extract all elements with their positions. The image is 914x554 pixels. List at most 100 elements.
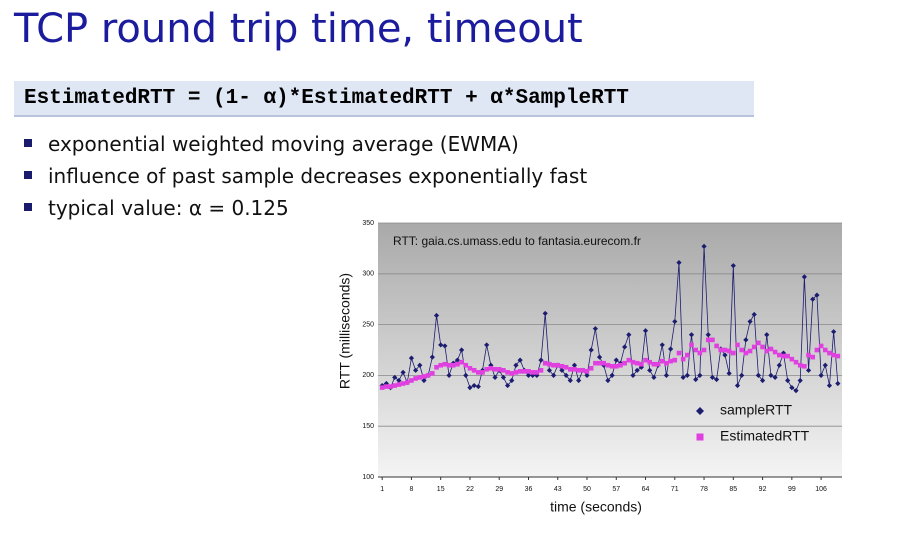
sample-point <box>400 369 406 375</box>
sample-point <box>546 367 552 373</box>
estimate-point <box>722 347 728 353</box>
estimate-point <box>425 373 431 378</box>
estimate-point <box>563 364 569 370</box>
sample-point <box>831 329 837 335</box>
sample-point <box>467 384 473 391</box>
sample-point <box>697 372 703 378</box>
estimate-point <box>584 369 590 374</box>
legend-label: EstimatedRTT <box>720 428 810 444</box>
estimate-point <box>484 367 489 372</box>
x-tick-label: 29 <box>495 486 503 493</box>
estimate-point <box>643 357 648 363</box>
sample-point <box>659 342 665 348</box>
estimate-point <box>580 368 586 373</box>
estimate-point <box>609 363 615 369</box>
sample-point <box>484 342 490 348</box>
estimate-point <box>689 342 694 348</box>
estimate-point <box>421 374 427 379</box>
sample-point <box>768 372 774 378</box>
sample-point <box>471 382 477 389</box>
sample-point <box>759 377 766 384</box>
estimate-point <box>651 361 657 367</box>
sample-point <box>454 357 461 363</box>
sample-point <box>734 382 741 389</box>
estimate-point <box>647 359 653 365</box>
estimate-point <box>567 367 573 372</box>
y-tick-label: 300 <box>362 271 374 278</box>
sample-point <box>596 354 603 360</box>
sample-point <box>492 374 498 381</box>
sample-point <box>538 357 544 363</box>
sample-point <box>709 374 716 381</box>
sample-point <box>776 362 782 368</box>
x-tick-label: 36 <box>525 486 533 493</box>
sample-point <box>525 372 532 378</box>
x-tick-label: 8 <box>409 486 413 493</box>
sample-point <box>513 362 519 368</box>
estimate-point <box>434 364 439 370</box>
sample-point <box>747 318 753 325</box>
sample-point <box>680 374 686 381</box>
x-tick-label: 15 <box>437 486 445 493</box>
sample-point <box>571 362 578 368</box>
estimate-point <box>492 367 498 372</box>
estimate-point <box>731 350 736 356</box>
estimate-point <box>630 359 636 365</box>
estimate-point <box>751 344 757 350</box>
sample-point <box>797 377 803 384</box>
estimate-point <box>392 383 398 388</box>
estimate-point <box>572 367 577 372</box>
estimate-point <box>676 350 682 356</box>
estimate-point <box>601 360 607 366</box>
sample-point <box>559 367 565 373</box>
estimate-point <box>802 363 807 369</box>
estimate-point <box>768 346 774 352</box>
x-tick-label: 43 <box>554 486 562 493</box>
estimate-point <box>685 352 690 358</box>
estimate-point <box>509 371 515 376</box>
estimate-point <box>793 359 799 365</box>
estimate-point <box>542 360 548 366</box>
sample-point <box>751 311 757 318</box>
y-axis-label: RTT (milliseconds) <box>337 273 353 389</box>
estimate-point <box>806 352 811 358</box>
estimate-point <box>517 369 523 374</box>
sample-point <box>713 376 720 383</box>
sample-point <box>609 372 615 378</box>
formula: EstimatedRTT = (1- α)*EstimatedRTT + α*S… <box>14 81 754 117</box>
estimate-point <box>597 360 602 366</box>
estimate-point <box>743 350 749 356</box>
estimate-point <box>693 347 698 353</box>
sample-point <box>475 383 481 390</box>
estimate-point <box>618 362 623 368</box>
estimate-point <box>701 347 707 353</box>
sample-point <box>663 372 670 378</box>
estimate-point <box>488 365 494 371</box>
estimate-point <box>785 353 790 359</box>
sample-point <box>584 372 590 378</box>
estimate-point <box>400 381 406 386</box>
estimate-point <box>547 361 552 367</box>
bullet: influence of past sample decreases expon… <box>24 160 587 192</box>
sample-point <box>550 372 557 378</box>
sample-point <box>755 372 761 378</box>
sample-point <box>634 367 640 373</box>
estimate-point <box>672 357 678 363</box>
sample-point <box>743 337 749 343</box>
estimate-point <box>827 350 832 356</box>
estimate-point <box>726 348 732 354</box>
sample-point <box>818 372 824 378</box>
estimate-point <box>467 365 473 371</box>
sample-point <box>517 357 523 363</box>
x-tick-label: 1 <box>380 486 384 493</box>
sample-point <box>463 372 469 378</box>
estimate-point <box>668 358 673 364</box>
sample-point <box>509 377 515 384</box>
estimate-point <box>388 384 393 389</box>
estimate-point <box>772 349 778 355</box>
sample-point <box>622 344 628 350</box>
estimate-point <box>655 361 661 367</box>
estimate-point <box>714 343 719 349</box>
legend-marker <box>696 407 704 415</box>
sample-point <box>417 362 423 368</box>
